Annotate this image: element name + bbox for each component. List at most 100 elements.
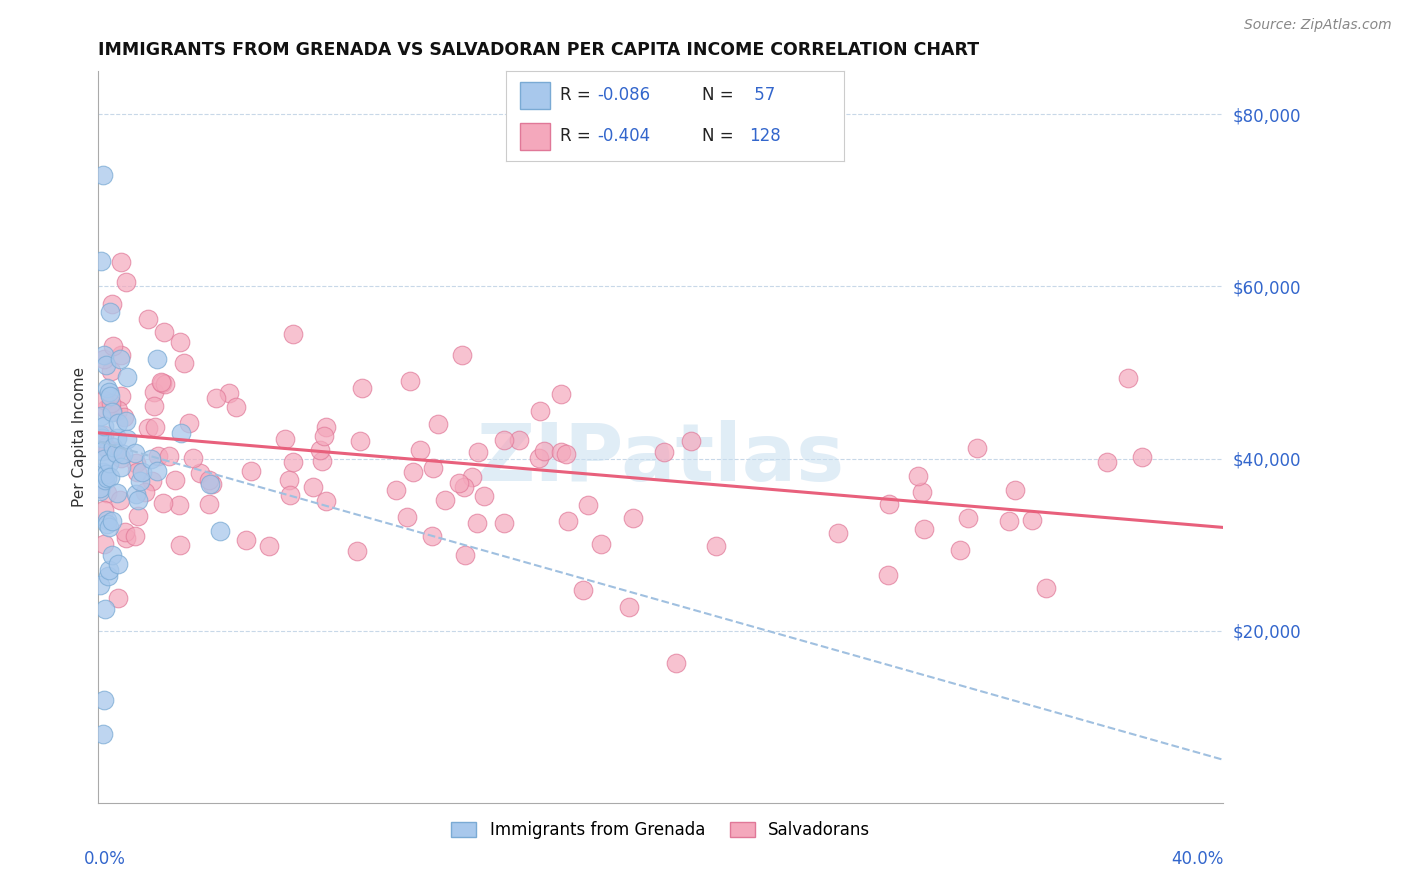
Point [101,515,124,529]
Point [108,492,131,507]
Point [107,558,129,572]
Point [315,419,337,434]
Point [508,433,530,447]
Point [399,374,422,388]
Point [169,498,191,512]
Point [114,524,136,539]
Point [94,467,117,482]
Point [93,451,115,466]
Point [89,481,111,495]
Point [281,326,304,341]
Bar [520,82,550,109]
Point [138,421,160,435]
Point [110,389,132,403]
Point [422,461,444,475]
Point [209,524,232,538]
Point [679,434,702,448]
Point [235,533,257,547]
Point [665,657,688,671]
Point [100,364,122,378]
Point [98,385,121,400]
Point [433,492,456,507]
Point [150,376,173,391]
Bar [520,123,550,150]
Point [225,400,247,414]
Point [115,275,138,289]
Point [98,456,121,470]
Point [110,460,132,475]
Point [589,537,612,551]
Point [259,539,281,553]
Point [159,449,181,463]
Point [877,568,900,582]
Point [997,514,1019,528]
Point [128,474,150,488]
Point [93,503,115,517]
Point [201,477,224,491]
Point [90,444,112,458]
Point [301,480,323,494]
Text: 40.0%: 40.0% [1171,850,1223,868]
Point [98,520,121,534]
Point [96,516,118,531]
Point [94,473,117,487]
Point [467,444,489,458]
Point [173,356,195,370]
Text: 0.0%: 0.0% [84,850,127,868]
Point [124,456,146,470]
Point [912,522,935,536]
Point [125,486,148,500]
Point [453,480,475,494]
Point [124,529,146,543]
Point [205,391,228,405]
Point [198,497,221,511]
Point [346,543,368,558]
Point [169,334,191,349]
Point [98,470,121,484]
Y-axis label: Per Capita Income: Per Capita Income [72,367,87,508]
Point [652,445,675,459]
Point [127,509,149,524]
Point [97,569,120,583]
Text: N =: N = [702,87,738,104]
Point [142,384,165,399]
Point [218,386,240,401]
Point [93,428,115,442]
Point [91,727,114,741]
Point [90,431,112,445]
Point [956,511,979,525]
Point [281,454,304,468]
Point [93,473,115,487]
Text: R =: R = [560,128,596,145]
Point [576,499,599,513]
Point [105,485,128,500]
Point [527,451,550,466]
Point [311,454,333,468]
Point [100,548,122,562]
Point [93,418,115,433]
Point [107,403,129,417]
Point [101,405,124,419]
Point [312,428,335,442]
Text: ZIPatlas: ZIPatlas [477,420,845,498]
Point [107,431,129,445]
Point [107,591,129,606]
Point [110,352,132,367]
Point [1035,581,1057,595]
Point [426,417,449,431]
Legend: Immigrants from Grenada, Salvadorans: Immigrants from Grenada, Salvadorans [444,814,877,846]
Point [134,485,156,500]
Point [308,443,330,458]
Point [146,351,169,366]
Point [98,389,121,403]
Point [550,387,572,401]
Point [557,514,579,528]
Point [93,392,115,407]
Point [101,440,124,454]
Point [704,539,727,553]
Point [188,467,211,481]
Point [124,446,146,460]
Point [911,485,934,500]
Point [96,486,118,500]
Point [550,445,572,459]
